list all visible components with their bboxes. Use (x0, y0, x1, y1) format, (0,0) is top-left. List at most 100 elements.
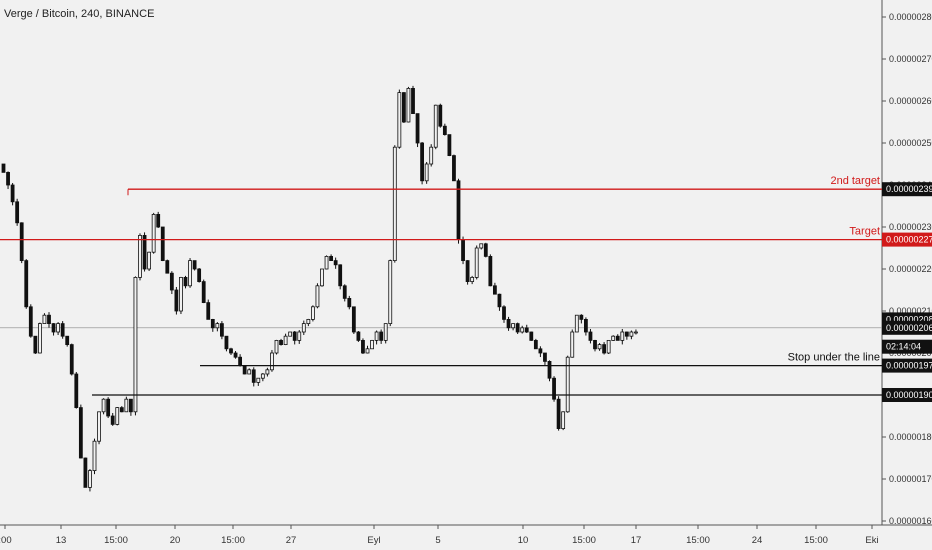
candle (424, 161, 429, 184)
candle (169, 271, 174, 295)
candle (274, 339, 279, 355)
candle-body (465, 260, 470, 283)
candle-body (297, 331, 302, 341)
candle (561, 411, 566, 431)
candle-body (611, 335, 616, 341)
candle (279, 338, 283, 346)
candle (110, 412, 115, 426)
candle-body (288, 331, 293, 337)
candle-body (424, 163, 429, 182)
candle-body (634, 331, 638, 334)
price-tag-label: 0.00000206 (886, 323, 932, 333)
candle (288, 331, 293, 337)
candle-body (42, 314, 47, 325)
candle-body (370, 339, 374, 350)
candle-body (306, 318, 311, 324)
candle-body (279, 339, 283, 345)
price-tag-label: 0.00000190 (886, 390, 932, 400)
candle-body (128, 398, 133, 413)
candle-body (138, 234, 142, 278)
candle (356, 330, 361, 342)
candle (511, 323, 516, 331)
candle-body (60, 323, 65, 337)
candle (101, 398, 106, 415)
candle (488, 254, 493, 287)
candle (301, 320, 306, 336)
candle-body (547, 360, 552, 379)
candle-body (615, 335, 620, 341)
candle-body (552, 377, 556, 400)
candle (179, 276, 183, 315)
candle-body (156, 213, 161, 228)
candle (456, 178, 461, 244)
candle (142, 232, 147, 272)
candle (183, 275, 188, 289)
candle (411, 85, 415, 115)
candle-body (206, 302, 211, 320)
candle (529, 331, 534, 341)
candle-body (570, 331, 575, 358)
x-tick-label: Eki (865, 535, 878, 546)
candle-body (160, 226, 165, 261)
candle-body (147, 251, 152, 270)
candle-body (593, 339, 597, 350)
candle (33, 335, 38, 355)
candle-body (179, 276, 183, 312)
candle (588, 328, 593, 344)
x-tick-label: 15:00 (686, 535, 710, 546)
candle-body (401, 92, 406, 123)
line-annotation: Target (849, 226, 880, 238)
candle-body (174, 289, 179, 312)
candle-body (188, 260, 192, 287)
candle (438, 103, 443, 128)
candle-body (192, 260, 197, 270)
price-tag-bg (882, 339, 932, 354)
candle-body (629, 331, 634, 337)
candle (606, 339, 611, 355)
candle-body (497, 293, 502, 308)
candle (342, 284, 347, 302)
candle (347, 295, 352, 310)
x-tick-label: 15:00 (804, 535, 828, 546)
candle (306, 318, 311, 327)
candle (365, 345, 370, 354)
candle-body (502, 306, 506, 320)
candle (251, 367, 256, 387)
candle (260, 372, 265, 382)
candle-body (260, 373, 265, 379)
candle-body (533, 339, 538, 350)
candle-body (365, 348, 370, 354)
candle (543, 352, 547, 365)
candle (192, 260, 197, 271)
candle-body (483, 243, 488, 257)
candle (147, 251, 152, 272)
candle-body (28, 306, 33, 337)
price-tag: 0.00000239 (882, 182, 932, 197)
candle (315, 283, 320, 309)
candle (165, 259, 170, 274)
candle (78, 404, 83, 459)
candle (474, 245, 479, 280)
candle (92, 438, 97, 475)
candle (479, 243, 484, 250)
candle-body (142, 234, 147, 270)
candle-body (538, 348, 543, 354)
candle-body (374, 331, 379, 341)
candle-body (474, 247, 479, 278)
x-tick-label: 13 (56, 535, 67, 546)
candle-body (233, 352, 238, 358)
candle-body (579, 314, 584, 320)
candle-body (620, 331, 625, 341)
candle (206, 299, 211, 320)
candle (24, 259, 29, 309)
chart-title: Verge / Bitcoin, 240, BINANCE (4, 8, 155, 20)
price-tag-bg (882, 232, 932, 247)
price-tag-label: 0.00000208 (886, 314, 932, 324)
candle (374, 330, 379, 345)
price-tag-label: 0.00000239 (886, 184, 932, 194)
candle (297, 329, 302, 344)
candle-body (561, 411, 566, 429)
candle (547, 360, 552, 382)
candle (324, 255, 329, 270)
